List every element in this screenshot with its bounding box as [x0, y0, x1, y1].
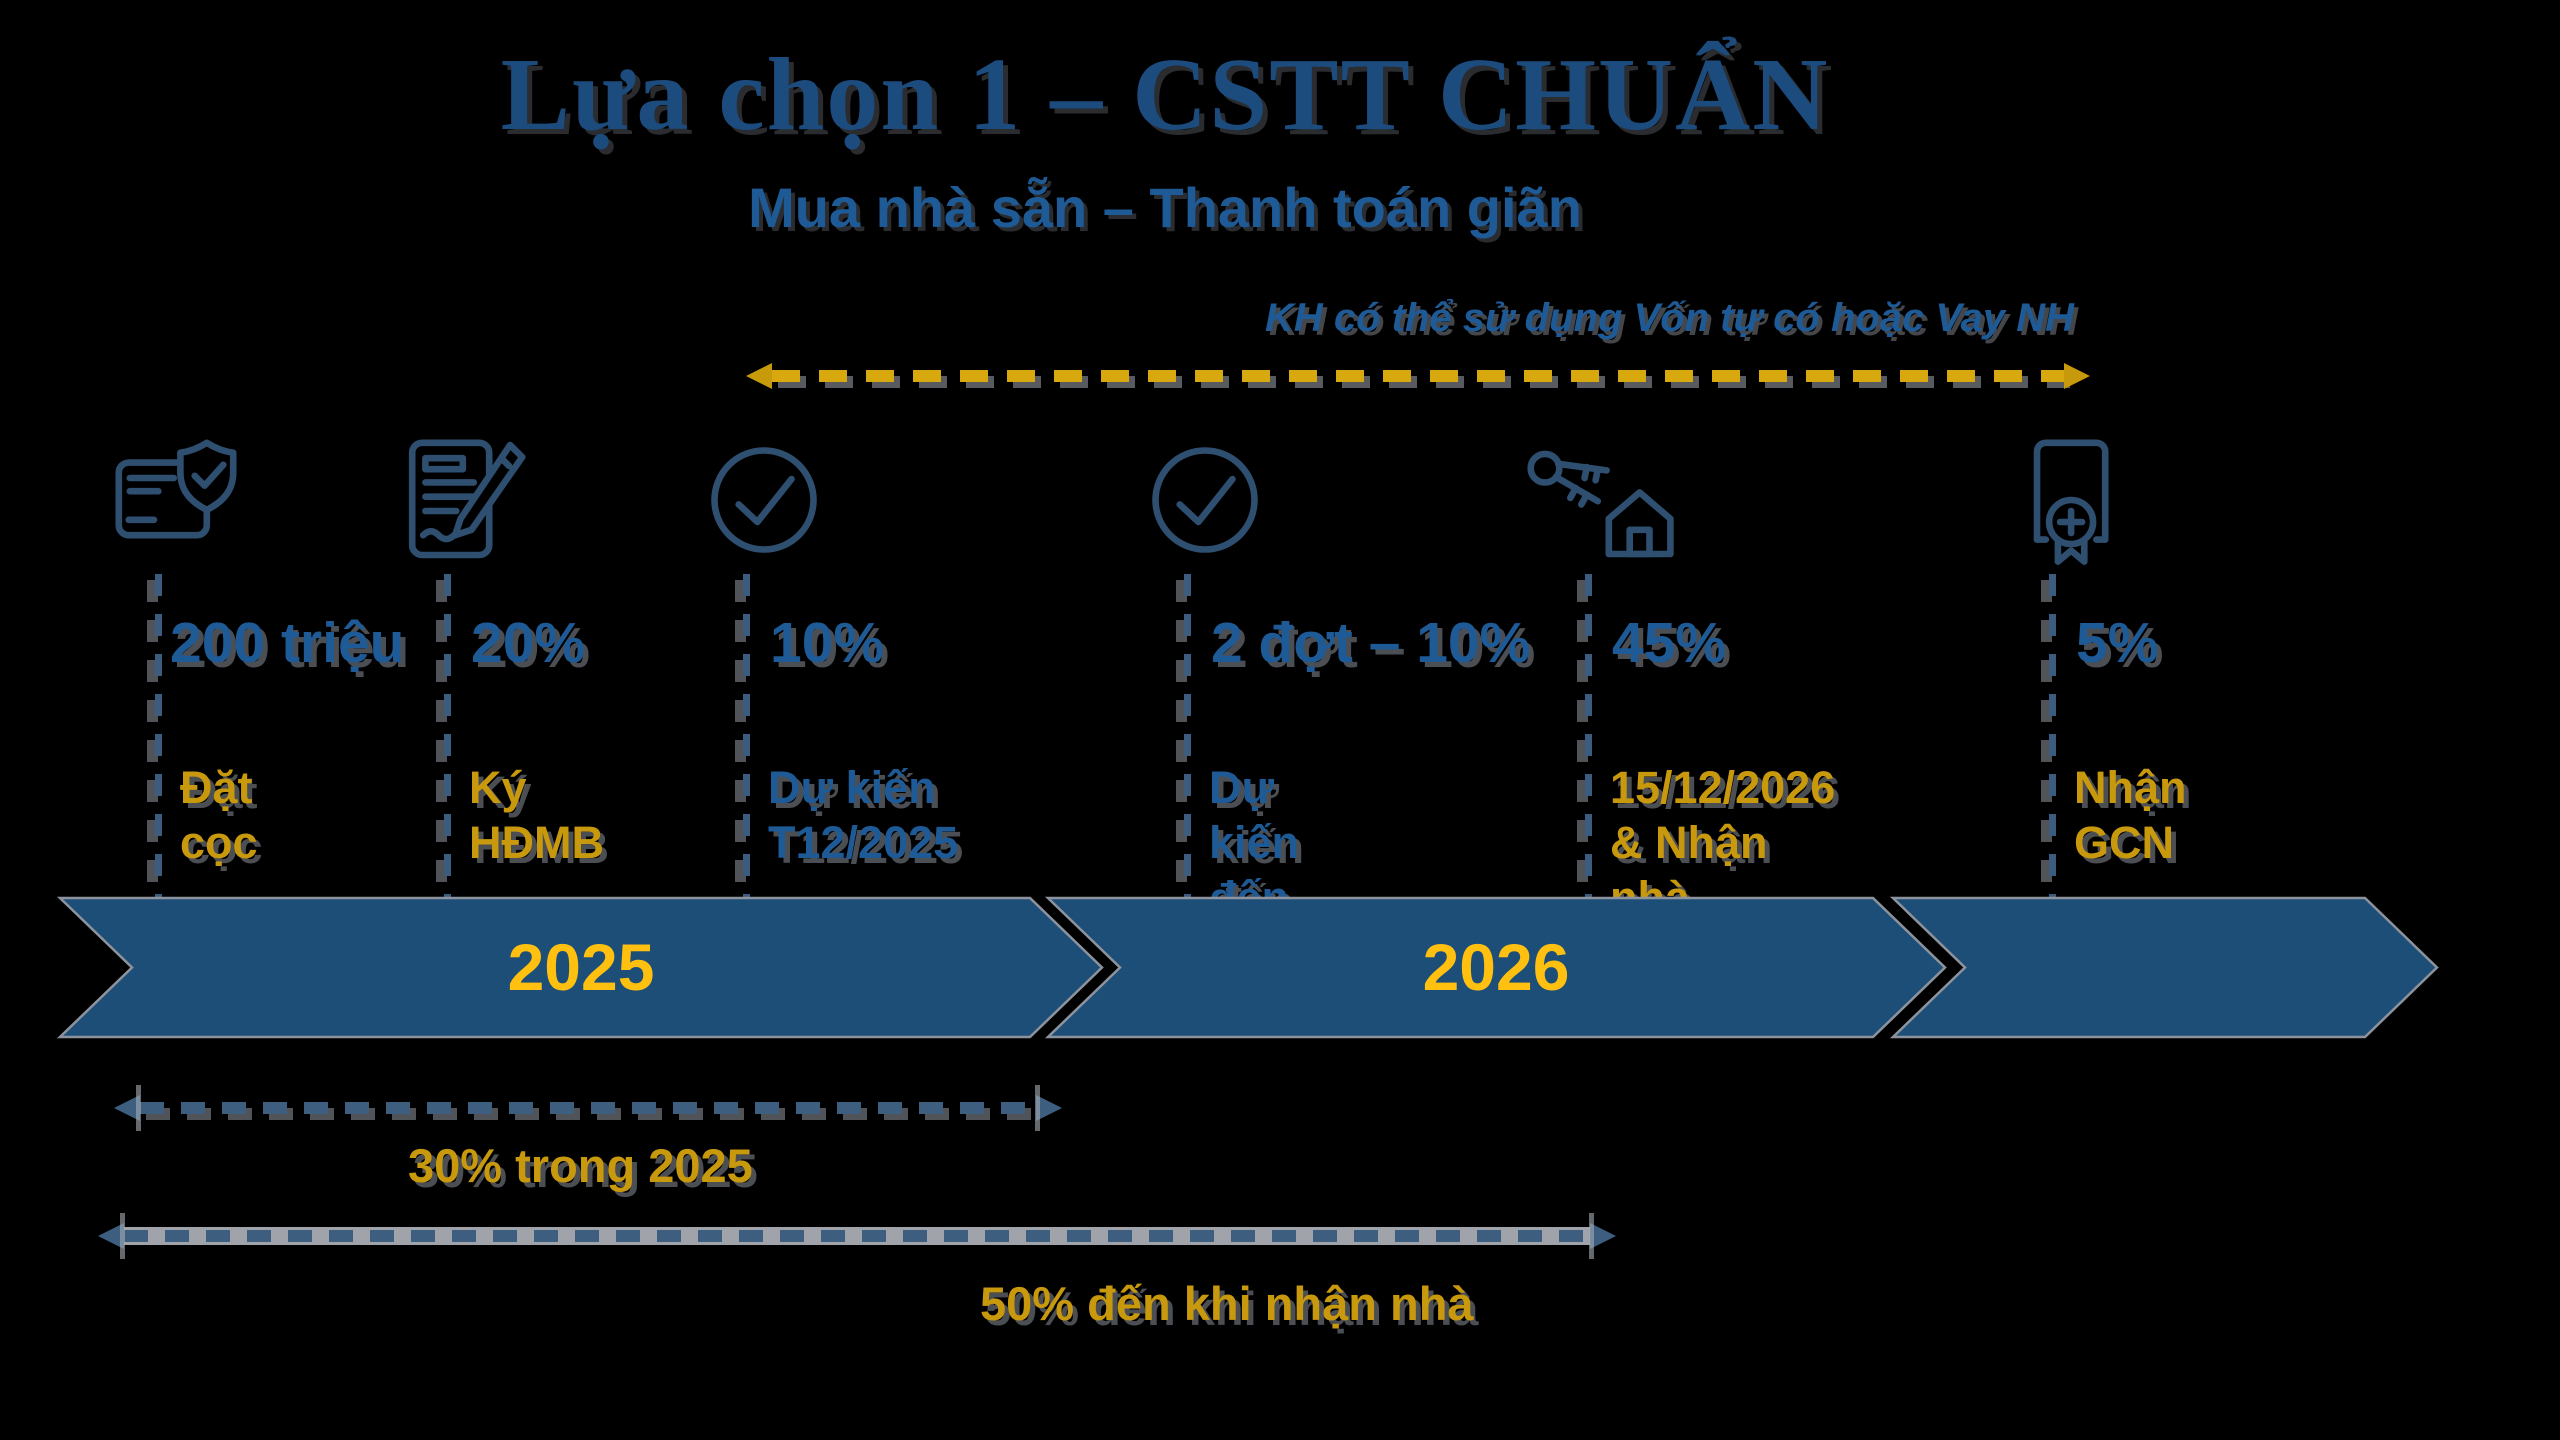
arrow-left-head-icon [746, 363, 772, 389]
milestone-amount: 5% [2076, 611, 2159, 675]
milestone-amount: 200 triệu [170, 611, 405, 675]
keys-house-icon [1512, 424, 1688, 574]
milestone-amount: 2 đợt – 10% [1211, 611, 1531, 675]
arrow-left-head-icon [98, 1223, 124, 1249]
loan-period-arrow [746, 363, 2090, 389]
page-subtitle: Mua nhà sẵn – Thanh toán giãn [748, 176, 1582, 240]
milestone-connector-line [436, 574, 451, 938]
arrow-dashes [124, 1230, 1590, 1242]
deposit-shield-icon [110, 434, 242, 566]
milestone-connector-line [1577, 574, 1592, 938]
milestone-connector-line [2041, 574, 2056, 938]
contract-sign-icon [399, 434, 531, 566]
arrow-end-tick [136, 1085, 141, 1131]
milestone-connector-line [147, 574, 162, 938]
milestone-connector-line [1176, 574, 1191, 938]
page-title: Lựa chọn 1 – CSTT CHUẨN [500, 37, 1830, 152]
arrow-right-head-icon [2064, 363, 2090, 389]
arrow-end-tick [120, 1213, 125, 1259]
loan-note: KH có thể sử dụng Vốn tự có hoặc Vay NH [1264, 296, 2074, 340]
milestone-connector-line [735, 574, 750, 938]
check-circle-icon [698, 434, 830, 566]
timeline-band: 2025 2026 [56, 896, 2439, 1039]
arrow-dashes [772, 370, 2064, 382]
milestone-label: Đặt cọc [180, 762, 258, 868]
year-label-2026: 2026 [1423, 930, 1570, 1004]
milestone-amount: 45% [1612, 611, 1727, 675]
timeline-segment-2025 [56, 896, 1104, 1039]
header: Lựa chọn 1 – CSTT CHUẨN Mua nhà sẵn – Th… [0, 40, 2330, 240]
arrow-right-head-icon [1590, 1223, 1616, 1249]
bracket-30pct-arrow [114, 1085, 1062, 1131]
certificate-icon [2004, 434, 2136, 566]
check-circle-icon [1139, 434, 1271, 566]
timeline-segment-2026 [1044, 896, 1947, 1039]
year-label-2025: 2025 [508, 930, 655, 1004]
milestone-amount: 20% [471, 611, 586, 675]
milestone-label: Dự kiến T12/2025 [768, 762, 959, 868]
milestone-label: Nhận GCN [2074, 762, 2187, 868]
bracket-30pct-label: 30% trong 2025 [408, 1139, 753, 1192]
milestone-label: Ký HĐMB [469, 762, 604, 868]
bracket-50pct-label: 50% đến khi nhận nhà [980, 1277, 1474, 1330]
timeline-segment-future [1889, 896, 2439, 1039]
arrow-end-tick [1035, 1085, 1040, 1131]
arrow-right-head-icon [1036, 1095, 1062, 1121]
arrow-dashes [140, 1102, 1036, 1114]
arrow-left-head-icon [114, 1095, 140, 1121]
milestone-amount: 10% [770, 611, 885, 675]
bracket-50pct-arrow [98, 1213, 1616, 1259]
arrow-end-tick [1589, 1213, 1594, 1259]
